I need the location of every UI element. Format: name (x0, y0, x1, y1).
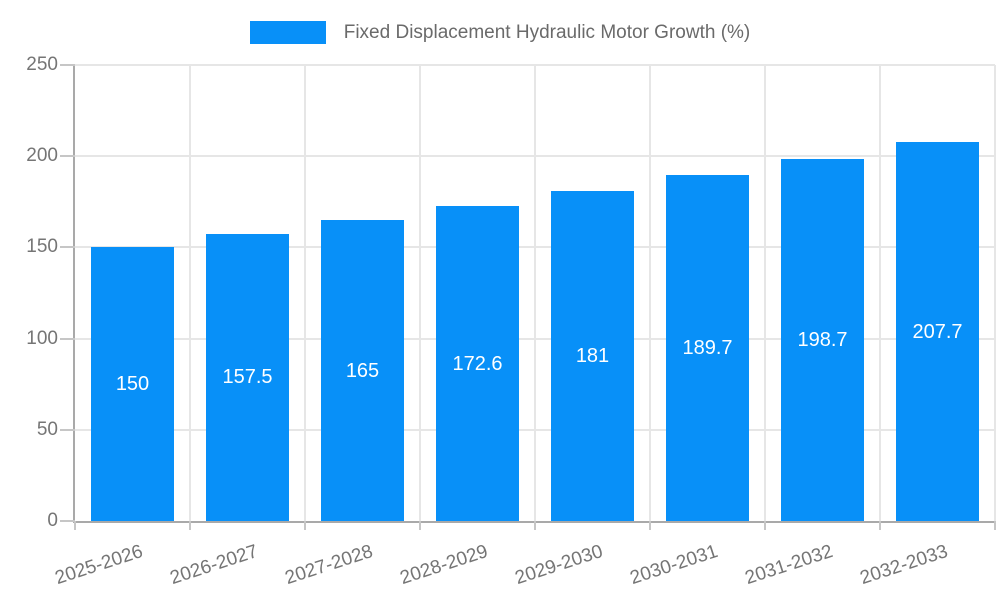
y-tick-label: 50 (36, 418, 58, 440)
y-axis-tick (60, 155, 75, 158)
v-gridline (419, 65, 421, 521)
v-gridline (304, 65, 306, 521)
x-axis-tick (879, 521, 881, 530)
bar-value-label: 172.6 (452, 352, 503, 375)
plot-area: 0 50 100 150 200 250 150 157.5 165 172.6 181 189.7 1… (26, 54, 996, 589)
legend-marker (249, 21, 326, 44)
y-tick-label: 150 (26, 236, 58, 258)
y-axis-tick (60, 520, 75, 522)
bar-value-label: 157.5 (222, 366, 273, 389)
x-axis-tick (764, 521, 766, 530)
v-gridline (994, 65, 996, 521)
y-tick-label: 250 (26, 54, 58, 75)
y-axis-tick (60, 64, 75, 66)
legend-label: Fixed Displacement Hydraulic Motor Growt… (343, 22, 751, 43)
legend[interactable]: Fixed Displacement Hydraulic Motor Growt… (0, 21, 1000, 44)
x-axis-tick (189, 521, 191, 530)
bar[interactable]: 198.7 (781, 158, 864, 521)
v-gridline (534, 65, 536, 521)
y-tick-label: 200 (26, 145, 58, 167)
y-tick-label: 100 (26, 327, 58, 349)
x-axis-tick (649, 521, 651, 530)
bar[interactable]: 207.7 (896, 142, 979, 521)
bar-value-label: 165 (345, 359, 380, 382)
bar[interactable]: 181 (551, 190, 634, 521)
v-gridline (764, 65, 766, 521)
x-axis-tick (74, 521, 76, 530)
bar-value-label: 198.7 (797, 328, 848, 351)
bar-value-label: 207.7 (912, 320, 963, 343)
bar[interactable]: 165 (321, 220, 404, 521)
v-gridline (879, 65, 881, 521)
bar-value-label: 189.7 (682, 337, 733, 359)
y-tick-label: 0 (47, 510, 58, 531)
y-axis-tick (60, 246, 75, 249)
bar[interactable]: 172.6 (436, 206, 519, 521)
x-axis-tick (304, 521, 306, 530)
v-gridline (649, 65, 651, 521)
x-axis-tick (534, 521, 536, 530)
y-axis-tick (60, 337, 75, 340)
bar[interactable]: 157.5 (206, 233, 289, 521)
x-axis-tick (994, 521, 996, 530)
x-axis-tick (419, 521, 421, 530)
bar-value-label: 181 (575, 344, 610, 367)
y-axis-tick (60, 428, 75, 431)
v-gridline (189, 65, 191, 521)
bar-value-label: 150 (115, 373, 150, 396)
bar[interactable]: 150 (91, 247, 174, 521)
bar[interactable]: 189.7 (666, 175, 749, 521)
